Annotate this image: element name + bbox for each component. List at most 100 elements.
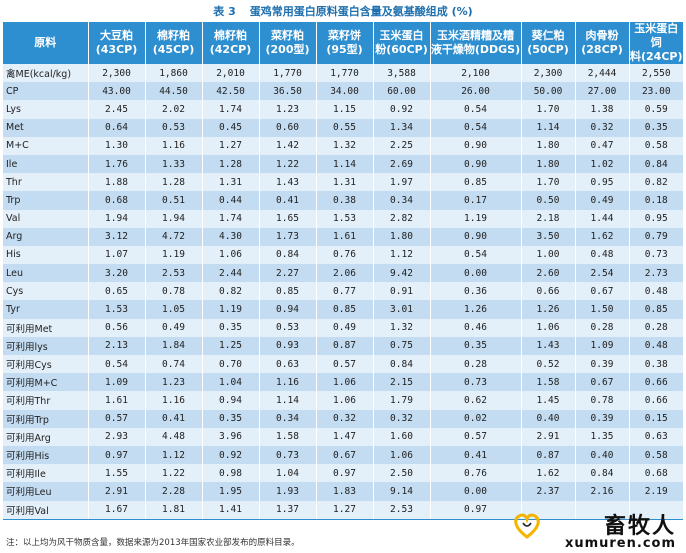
table-cell: 0.54: [88, 355, 146, 374]
table-cell: 0.54: [430, 245, 522, 265]
table-cell: 1.95: [202, 482, 260, 501]
table-cell: 1.04: [202, 373, 260, 392]
table-cell: 4.30: [202, 227, 260, 246]
table-cell: 27.00: [575, 82, 630, 101]
table-body: 禽ME(kcal/kg) 2,300 1,860 2,010 1,770 1,770 3,5…: [3, 64, 683, 520]
row-label: 可利用M+C: [3, 373, 89, 392]
table-cell: 0.49: [316, 318, 374, 337]
table-cell: 0.57: [88, 409, 146, 428]
row-label: 可利用Met: [3, 318, 89, 337]
table-cell: 1.42: [259, 136, 317, 155]
table-cell: 2.25: [373, 136, 431, 155]
table-cell: 2.18: [521, 209, 576, 228]
amino-acid-table: 原料 大豆粕 (43CP) 棉籽粕 (45CP) 棉籽粕 (42CP) 菜籽粕 (200型) 菜…: [3, 22, 683, 520]
table-cell: 1.44: [575, 209, 630, 228]
column-header-ingredient: 原料: [3, 22, 89, 64]
table-cell: 0.32: [575, 118, 630, 137]
table-cell: 1.31: [202, 173, 260, 192]
table-row: 可利用Cys 0.54 0.74 0.70 0.63 0.57 0.84 0.28 0.52 0.…: [3, 355, 683, 374]
table-cell: 0.84: [373, 355, 431, 374]
table-cell: 26.00: [430, 82, 522, 101]
table-cell: 1.27: [316, 500, 374, 520]
row-label: 可利用Ile: [3, 464, 89, 483]
table-cell: 1.16: [145, 391, 203, 410]
table-cell: 2,550: [629, 64, 683, 83]
table-cell: 0.53: [259, 318, 317, 337]
table-cell: 1.37: [259, 500, 317, 520]
table-cell: 2.27: [259, 264, 317, 283]
column-header: 棉籽粕 (45CP): [145, 22, 203, 64]
table-row: 可利用M+C 1.09 1.23 1.04 1.16 1.06 2.15 0.73 1.58 0.…: [3, 373, 683, 392]
table-cell: 1.74: [202, 209, 260, 228]
column-header: 玉米酒精糟及糟 液干燥物(DDGS): [430, 22, 522, 64]
table-cell: 1.22: [259, 154, 317, 174]
row-label: His: [3, 245, 89, 265]
table-cell: 1.58: [259, 427, 317, 446]
table-cell: 0.35: [629, 118, 683, 137]
table-cell: 1.53: [88, 300, 146, 319]
table-cell: 0.34: [259, 409, 317, 428]
table-cell: 0.94: [259, 300, 317, 319]
table-cell: 0.58: [629, 445, 683, 465]
table-cell: 1.62: [575, 227, 630, 246]
table-cell: 1,770: [259, 64, 317, 83]
table-cell: 0.87: [316, 336, 374, 355]
table-cell: 0.02: [430, 409, 522, 428]
watermark-url-text: xumuren.com: [564, 536, 676, 551]
table-cell: 0.84: [575, 464, 630, 483]
table-cell: 0.28: [575, 318, 630, 337]
table-footnote: 注：以上均为风干物质含量，数据来源为2013年国家农业部发布的原料目录。: [6, 538, 300, 548]
table-cell: 1.06: [202, 245, 260, 265]
table-cell: 0.41: [145, 409, 203, 428]
table-cell: 0.85: [316, 300, 374, 319]
table-cell: 1.70: [521, 173, 576, 192]
table-cell: 1.43: [521, 336, 576, 355]
column-header: 大豆粕 (43CP): [88, 22, 146, 64]
table-cell: 0.97: [316, 464, 374, 483]
table-cell: 4.72: [145, 227, 203, 246]
row-label: 可利用Leu: [3, 482, 89, 501]
table-row: Trp 0.68 0.51 0.44 0.41 0.38 0.34 0.17 0.50 0.49 0…: [3, 191, 683, 210]
table-cell: 1.09: [575, 336, 630, 355]
table-cell: 1.65: [259, 209, 317, 228]
table-row: M+C 1.30 1.16 1.27 1.42 1.32 2.25 0.90 1.80 0.47 0…: [3, 136, 683, 155]
table-cell: 0.17: [430, 191, 522, 210]
table-cell: 1.28: [202, 154, 260, 174]
table-cell: 1.04: [259, 464, 317, 483]
table-cell: 0.60: [259, 118, 317, 137]
table-cell: 2,100: [430, 64, 522, 83]
table-cell: 0.40: [575, 445, 630, 465]
table-cell: 9.42: [373, 264, 431, 283]
table-cell: 1.55: [88, 464, 146, 483]
table-cell: 1.62: [521, 464, 576, 483]
row-label: Arg: [3, 227, 89, 246]
table-cell: 0.50: [521, 191, 576, 210]
table-cell: 2.19: [629, 482, 683, 501]
table-cell: 0.38: [629, 355, 683, 374]
column-header: 玉米蛋白 粉(60CP): [373, 22, 431, 64]
table-cell: 2,010: [202, 64, 260, 83]
table-cell: 2.28: [145, 482, 203, 501]
table-cell: 0.74: [145, 355, 203, 374]
table-cell: 1.28: [145, 173, 203, 192]
table-cell: 0.85: [629, 300, 683, 319]
row-label: 可利用Cys: [3, 355, 89, 374]
table-cell: 1.67: [88, 500, 146, 520]
table-cell: 23.00: [629, 82, 683, 101]
table-cell: 2.50: [373, 464, 431, 483]
table-cell: 1.53: [316, 209, 374, 228]
table-cell: 1.88: [88, 173, 146, 192]
table-cell: 1.25: [202, 336, 260, 355]
column-header: 葵仁粕 (50CP): [521, 22, 576, 64]
row-label: 可利用Val: [3, 500, 89, 520]
table-cell: 0.41: [430, 445, 522, 465]
table-cell: 1.61: [88, 391, 146, 410]
table-cell: 0.39: [575, 355, 630, 374]
table-cell: 0.28: [629, 318, 683, 337]
table-cell: 50.00: [521, 82, 576, 101]
table-cell: 0.90: [430, 136, 522, 155]
table-cell: 0.85: [430, 173, 522, 192]
table-cell: 1,860: [145, 64, 203, 83]
site-watermark: 畜牧人 xumuren.com: [510, 508, 680, 552]
table-cell: 0.77: [316, 282, 374, 301]
